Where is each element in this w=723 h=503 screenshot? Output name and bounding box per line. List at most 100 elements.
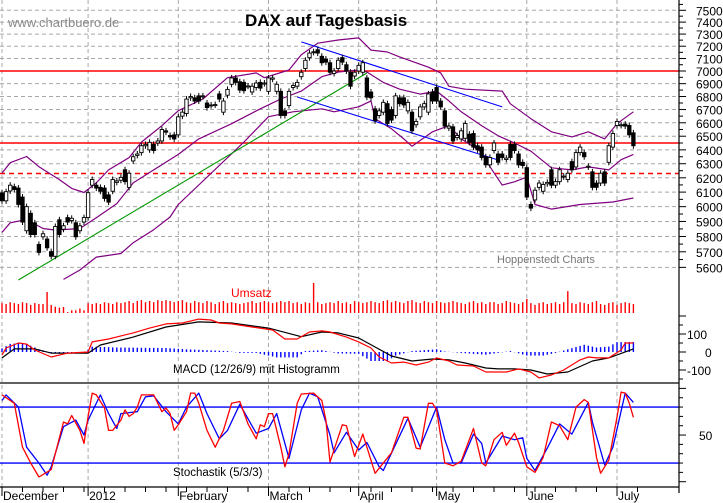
candle [274,83,279,92]
x-tick-label: December [3,489,58,503]
candle [471,133,476,148]
candle [434,87,439,102]
candle [114,180,119,183]
candle [200,95,206,98]
candle [81,217,87,223]
grid [0,0,679,487]
candle [249,85,255,93]
candle [442,110,447,127]
candle [631,132,636,147]
y-tick-label: 6900 [696,78,723,92]
candle [196,95,201,102]
y-tick-label: 6500 [696,130,723,144]
candle [102,187,107,199]
candle [418,106,423,118]
candle [450,126,456,142]
x-tick-label: April [360,489,384,503]
candle [319,55,324,64]
candle [594,182,599,188]
candle [516,153,521,166]
candle [340,57,345,63]
candle [438,100,443,108]
source-label: Hoppenstedt Charts [497,254,595,266]
candle [151,143,156,151]
candle [90,179,95,186]
y-tick-label: 6800 [696,91,723,105]
candle [311,51,316,54]
candle [536,182,542,188]
candle [422,103,427,108]
bollinger-middle-line [1,69,634,233]
candle [459,130,464,140]
stoch-tick-label: 50 [699,429,713,443]
candle [184,98,189,114]
y-tick-label: 7100 [696,53,723,67]
candle [286,90,292,107]
candle [12,186,17,190]
candle [623,123,628,127]
y-tick-label: 6100 [696,186,723,200]
y-tick-label: 5800 [696,230,723,244]
candle [618,124,624,127]
candle [344,64,349,72]
candle [413,120,419,126]
candle [446,125,452,129]
candle [598,172,603,184]
candle [204,102,210,109]
candle [233,77,238,83]
candle [208,104,214,107]
candle [32,222,37,235]
candle [147,141,152,151]
candle [549,169,554,186]
candle [561,175,566,178]
candle [368,91,374,99]
candle [385,103,390,124]
trendline-channel-lower [297,96,499,161]
candle [512,143,517,151]
candle [40,233,46,238]
candle [295,81,300,87]
candle [528,204,534,209]
candle [364,77,370,98]
macd-tick-label: 0 [705,346,712,360]
trendline-channel-upper [301,41,503,108]
candle [463,122,468,139]
candle [336,59,341,69]
candle [602,171,607,184]
candle [323,58,329,63]
candle [590,171,595,188]
candle [565,172,570,180]
candle [356,64,361,72]
candle [61,225,66,230]
y-tick-label: 7300 [696,28,723,42]
bollinger-lower-line [63,100,634,280]
x-tick-label: March [270,489,303,503]
candle [172,134,177,140]
candle [454,135,460,139]
candle [131,156,136,162]
trendline-support [18,72,368,281]
horizontal-levels [0,70,679,464]
candle [163,130,169,133]
candle [467,133,472,143]
candle [176,116,181,136]
watermark: www.chartbuero.de [7,15,119,30]
candle [307,52,312,59]
candle [586,165,591,168]
candle [491,142,497,151]
macd-tick-label: -100 [687,364,711,378]
candle [290,85,296,88]
candle [569,161,575,171]
candle [553,181,558,186]
y-tick-label: 6200 [696,172,723,186]
candle [85,192,91,219]
candle [213,104,218,107]
candle [303,59,308,69]
candle [0,192,5,202]
candle [299,71,304,78]
candle [409,111,415,132]
x-tick-label: July [618,489,639,503]
candle [405,101,411,112]
y-tick-label: 6600 [696,117,723,131]
